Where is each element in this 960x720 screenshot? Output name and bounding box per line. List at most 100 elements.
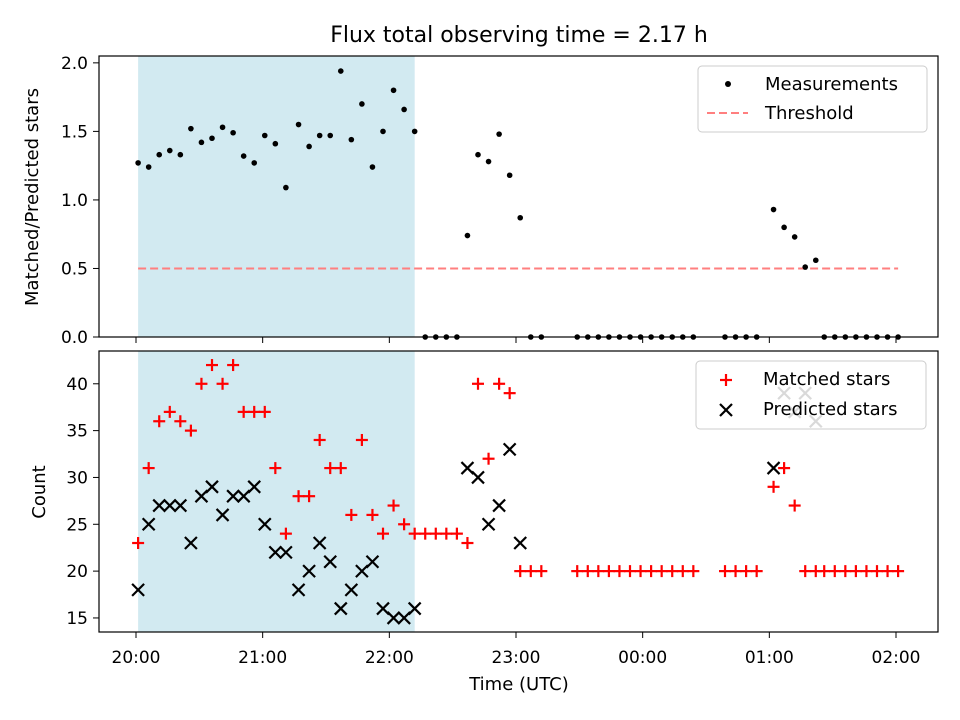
matched-star-marker <box>387 499 400 512</box>
matched-star-marker <box>729 565 742 578</box>
bottom-legend: Matched stars Predicted stars <box>695 360 927 430</box>
matched-star-marker <box>645 565 658 578</box>
predicted-star-marker <box>407 601 422 616</box>
matched-star-marker <box>279 527 292 540</box>
predicted-marker-b <box>215 508 230 522</box>
predicted-star-marker <box>365 554 380 569</box>
predicted-marker-b <box>502 442 517 457</box>
measurement-point <box>475 151 481 158</box>
legend-marker-predicted <box>719 403 733 417</box>
predicted-star-marker <box>471 470 485 485</box>
matched-star-marker <box>788 499 801 512</box>
matched-star-marker <box>687 565 700 578</box>
matched-star-marker <box>292 490 305 503</box>
predicted-star-marker <box>247 480 262 494</box>
predicted-star-marker <box>162 498 177 513</box>
top-panel: 0.00.51.01.52.0 Matched/Predicted stars … <box>22 54 939 348</box>
legend-label-matched: Matched stars <box>763 369 890 390</box>
matched-star-marker <box>839 565 852 578</box>
predicted-marker-b <box>323 554 338 569</box>
measurement-point <box>316 132 323 139</box>
measurement-point <box>145 164 152 170</box>
matched-star-marker <box>174 415 187 428</box>
y-tick-label: 25 <box>66 515 88 535</box>
matched-star-marker <box>524 565 537 578</box>
matched-star-marker <box>450 527 463 540</box>
measurement-point <box>506 172 513 179</box>
predicted-star-marker <box>215 508 230 522</box>
matched-star-marker <box>613 565 626 578</box>
measurement-point <box>770 206 777 213</box>
x-tick-label: 01:00 <box>745 648 794 668</box>
matched-star-marker <box>871 565 883 578</box>
matched-star-marker <box>216 377 229 390</box>
matched-star-marker <box>461 537 474 550</box>
matched-star-marker <box>860 565 873 578</box>
y-tick-label: 30 <box>66 468 88 488</box>
x-tick-label: 00:00 <box>618 648 667 668</box>
matched-star-marker <box>345 508 358 521</box>
predicted-marker-b <box>766 461 781 475</box>
matched-star-marker <box>571 565 584 578</box>
predicted-marker-b <box>291 583 306 597</box>
measurement-point <box>135 160 141 166</box>
measurement-point <box>359 101 365 107</box>
predicted-star-marker <box>323 554 338 569</box>
predicted-star-marker <box>131 583 145 597</box>
matched-star-marker <box>377 527 389 540</box>
bottom-plot-frame <box>98 350 939 633</box>
legend-marker-measurements <box>725 81 731 87</box>
predicted-marker-b <box>205 480 219 494</box>
predicted-marker-b <box>141 517 156 532</box>
measurement-point <box>261 132 268 139</box>
matched-star-marker <box>355 433 368 446</box>
predicted-marker-b <box>279 545 293 560</box>
matched-star-marker <box>184 424 197 437</box>
predicted-marker-b <box>407 601 422 616</box>
matched-star-marker <box>767 480 780 493</box>
measurement-point <box>369 164 376 170</box>
observing-window-shade <box>138 56 415 337</box>
x-axis-label: Time (UTC) <box>468 674 569 695</box>
matched-star-marker <box>799 565 812 578</box>
matched-star-marker <box>472 377 484 390</box>
predicted-marker-b <box>492 498 506 513</box>
measurement-point <box>411 128 418 135</box>
matched-star-marker <box>142 462 155 475</box>
predicted-marker-b <box>376 601 390 616</box>
matched-star-marker <box>303 490 316 503</box>
matched-star-marker <box>419 527 432 540</box>
matched-star-marker <box>634 565 647 578</box>
matched-star-marker <box>818 565 831 578</box>
predicted-star-marker <box>184 536 198 550</box>
matched-star-marker <box>429 527 442 540</box>
measurement-point <box>337 68 344 74</box>
predicted-star-marker <box>302 564 316 578</box>
measurement-point <box>496 131 502 137</box>
measurement-point <box>348 136 355 143</box>
predicted-marker-b <box>226 489 240 503</box>
measurement-point <box>240 153 247 159</box>
predicted-star-marker <box>502 442 517 457</box>
top-legend-box <box>697 65 928 133</box>
predicted-star-marker <box>279 545 293 560</box>
matched-star-marker <box>324 462 337 475</box>
matched-star-marker <box>237 405 250 418</box>
measurement-point <box>295 121 302 128</box>
matched-star-marker <box>313 433 326 446</box>
predicted-star-marker <box>268 545 283 560</box>
predicted-marker-b <box>268 545 283 560</box>
measurement-point <box>390 87 397 94</box>
matched-star-marker <box>676 565 689 578</box>
predicted-star-marker <box>257 517 272 532</box>
y-tick-label: 1.0 <box>61 191 88 211</box>
matched-star-marker <box>581 565 594 578</box>
x-tick-label: 02:00 <box>872 648 921 668</box>
matched-star-marker <box>624 565 636 578</box>
predicted-star-marker <box>386 611 401 625</box>
predicted-star-marker <box>226 489 240 503</box>
measurement-point <box>464 232 471 239</box>
predicted-marker-b <box>471 470 485 485</box>
legend-label-predicted: Predicted stars <box>763 399 897 420</box>
matched-star-marker <box>592 565 605 578</box>
